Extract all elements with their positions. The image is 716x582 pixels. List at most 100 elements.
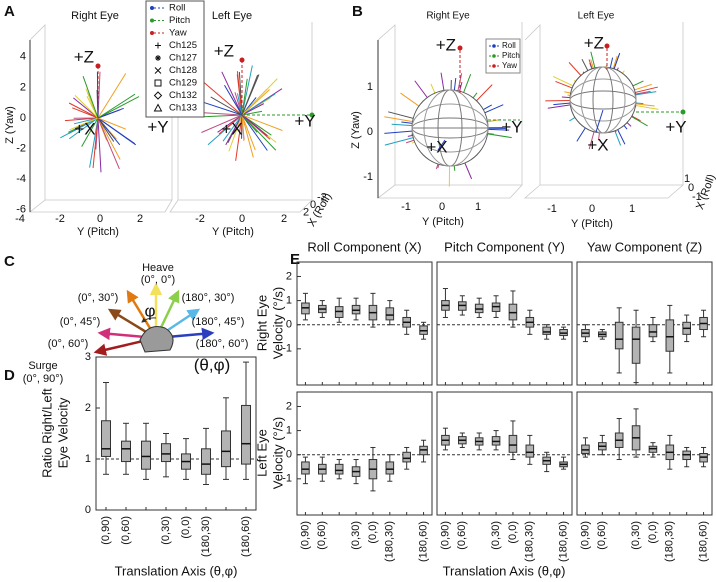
heave-angle: (0°, 0°)	[141, 274, 175, 286]
legend-marker	[153, 91, 163, 100]
y-tick-label: -1	[282, 343, 292, 355]
legend-label: Pitch	[169, 15, 190, 26]
vector	[60, 117, 99, 139]
x-tick-label: (180,30)	[664, 521, 676, 562]
notation-label: (θ,φ)	[194, 355, 231, 374]
vector	[198, 114, 243, 118]
y-tick-label: 3	[85, 351, 91, 363]
legend-label: Ch133	[169, 103, 197, 114]
axis-title: Right Eye	[254, 295, 269, 351]
vector	[241, 103, 265, 116]
spheres	[411, 43, 686, 167]
x-tick-label: (0,0)	[507, 521, 519, 544]
translation-diagram	[93, 282, 215, 356]
box	[221, 430, 231, 468]
heave-label: Heave	[142, 262, 174, 274]
panel-label: C	[4, 253, 15, 270]
x-tick-label: (0,30)	[350, 521, 362, 550]
plot-frame	[95, 356, 257, 511]
subplot-title: Right Eye	[71, 10, 119, 22]
legend-label: Ch127	[169, 53, 197, 64]
x-tick-label: (0,60)	[316, 521, 328, 550]
vector	[97, 117, 102, 173]
legend-label: Ch129	[169, 78, 197, 89]
x-tick-label: (180,60)	[240, 516, 252, 557]
axis-title: Y (Pitch)	[212, 226, 254, 238]
panel-b-frame	[376, 22, 685, 199]
vector	[241, 114, 268, 151]
y-tick-label: -4	[15, 213, 25, 225]
vector	[68, 102, 99, 119]
y-tick-label: 0	[286, 319, 292, 331]
box	[141, 440, 151, 470]
box	[101, 420, 111, 457]
legend-label: Ch128	[169, 65, 197, 76]
y-tick-label: 1	[85, 453, 91, 465]
vector	[224, 85, 243, 116]
vector	[221, 71, 243, 116]
angle-label: (180°, 45°)	[192, 316, 245, 328]
y-tick-label: -1	[282, 473, 292, 485]
legend-marker	[150, 18, 154, 23]
vector	[218, 114, 243, 135]
vector	[82, 75, 99, 119]
legend-label: Ch125	[169, 40, 197, 51]
box	[121, 440, 131, 463]
box	[201, 448, 211, 475]
x-tick-label: (0,30)	[160, 516, 172, 545]
surge-angle: (0°, 90°)	[23, 373, 64, 385]
y-tick-label: 1	[286, 424, 292, 436]
plot-frame	[436, 261, 573, 386]
vector	[97, 117, 127, 130]
x-tick-label: (0,60)	[596, 521, 608, 550]
x-tick-label: (180,30)	[200, 516, 212, 557]
y-tick-label: 2	[286, 400, 292, 412]
vector	[202, 81, 243, 116]
vector	[236, 93, 243, 116]
subplot-title: Yaw Component (Z)	[587, 239, 702, 254]
vector	[97, 107, 124, 119]
legend-marker	[150, 31, 154, 35]
vector	[241, 78, 248, 116]
y-tick-label: -1	[401, 201, 411, 213]
x-tick-label: 1	[684, 173, 690, 185]
x-tick-label: (180,60)	[697, 521, 709, 562]
axis-title: Y (Pitch)	[422, 216, 464, 228]
vector	[81, 117, 99, 147]
y-tick-label: 0	[97, 213, 103, 225]
y-tick-label: 2	[286, 270, 292, 282]
vector	[96, 72, 99, 119]
angle-label: (0°, 45°)	[60, 316, 101, 328]
x-tick-label: (0,0)	[180, 516, 192, 539]
vector	[236, 71, 243, 116]
y-tick-label: 0	[589, 203, 595, 215]
z-tick-label: 2	[20, 81, 26, 93]
direction-label: +Y	[147, 117, 168, 136]
phi-label: φ	[144, 301, 155, 320]
x-tick-label: (0,0)	[647, 521, 659, 544]
box	[631, 326, 641, 364]
x-tick-label: (180,30)	[384, 521, 396, 562]
subplot-title: Pitch Component (Y)	[444, 239, 565, 254]
x-tick-label: (0,60)	[120, 516, 132, 545]
box	[614, 321, 624, 350]
direction-label: +Y	[665, 117, 686, 136]
box	[665, 319, 675, 352]
z-tick-label: 1	[367, 81, 373, 93]
y-tick-label: -1	[547, 203, 557, 215]
panel-label: E	[290, 251, 300, 268]
z-tick-label: -2	[16, 143, 26, 155]
z-tick-label: -6	[16, 204, 26, 216]
axis-title: Velocity (°/s)	[270, 287, 285, 359]
direction-label: +X	[221, 119, 242, 138]
x-tick-label: (0,90)	[579, 521, 591, 550]
x-tick-label: (0,90)	[439, 521, 451, 550]
legend-marker	[150, 6, 154, 10]
plot-frame	[296, 261, 433, 386]
vector	[222, 114, 243, 142]
vector	[97, 117, 137, 146]
axis-title: Translation Axis (θ,φ)	[115, 563, 238, 578]
box	[385, 461, 395, 475]
vector	[241, 78, 278, 116]
